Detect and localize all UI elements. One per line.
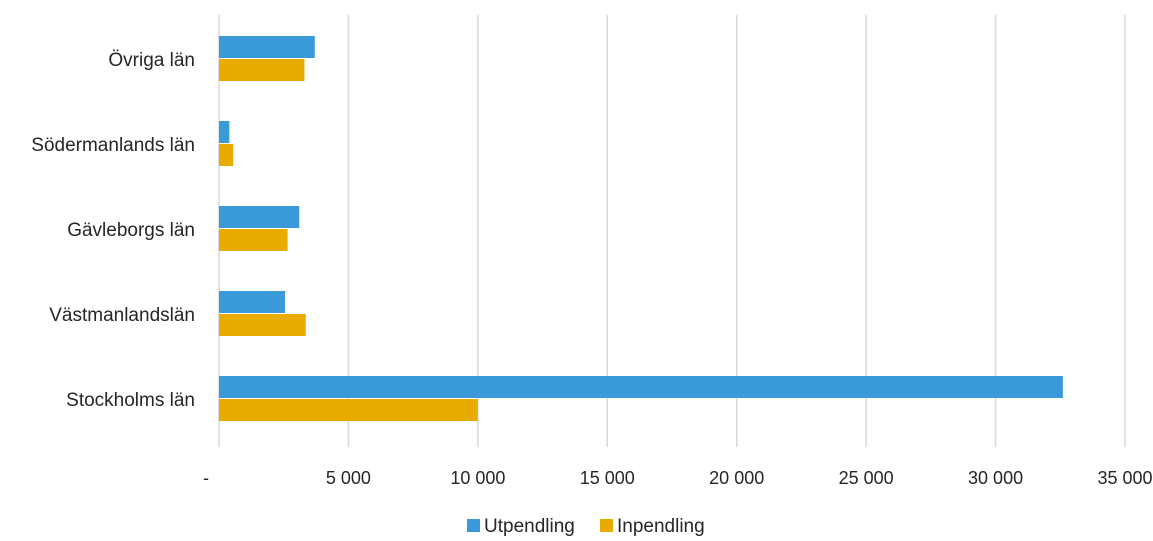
- x-tick-label: 25 000: [839, 468, 894, 488]
- bar-inpendling-södermanlands-län: [219, 144, 234, 166]
- x-tick-label: 5 000: [326, 468, 371, 488]
- legend-label-inpendling: Inpendling: [617, 516, 705, 537]
- bar-utpendling-stockholms-län: [219, 376, 1063, 398]
- bar-utpendling-södermanlands-län: [219, 121, 230, 143]
- legend-label-utpendling: Utpendling: [484, 516, 575, 537]
- bar-inpendling-västmanlandslän: [219, 314, 306, 336]
- legend-swatch-inpendling: [600, 519, 613, 532]
- bars: [219, 36, 1063, 421]
- x-tick-label: 20 000: [709, 468, 764, 488]
- x-tick-labels: - 5 000 10 000 15 000 20 000 25 000 30 000 35 0…: [203, 468, 1153, 488]
- category-label: Gävleborgs län: [67, 220, 195, 241]
- x-tick-label: 10 000: [450, 468, 505, 488]
- category-labels: Övriga län Södermanlands län Gävleborgs lä…: [31, 50, 195, 411]
- bar-utpendling-övriga-län: [219, 36, 315, 58]
- bar-inpendling-övriga-län: [219, 59, 305, 81]
- bar-utpendling-västmanlandslän: [219, 291, 286, 313]
- bar-inpendling-gävleborgs-län: [219, 229, 288, 251]
- gridlines: [218, 15, 1126, 447]
- bar-utpendling-gävleborgs-län: [219, 206, 300, 228]
- legend: Utpendling Inpendling: [467, 516, 705, 537]
- legend-swatch-utpendling: [467, 519, 480, 532]
- category-label: Stockholms län: [66, 390, 195, 411]
- category-label: Övriga län: [108, 50, 195, 71]
- category-label: Södermanlands län: [31, 135, 195, 156]
- x-tick-label: 15 000: [580, 468, 635, 488]
- category-label: Västmanlandslän: [49, 305, 195, 326]
- x-tick-label: 30 000: [968, 468, 1023, 488]
- x-tick-label: 35 000: [1097, 468, 1152, 488]
- bar-inpendling-stockholms-län: [219, 399, 478, 421]
- x-tick-label: -: [203, 468, 209, 488]
